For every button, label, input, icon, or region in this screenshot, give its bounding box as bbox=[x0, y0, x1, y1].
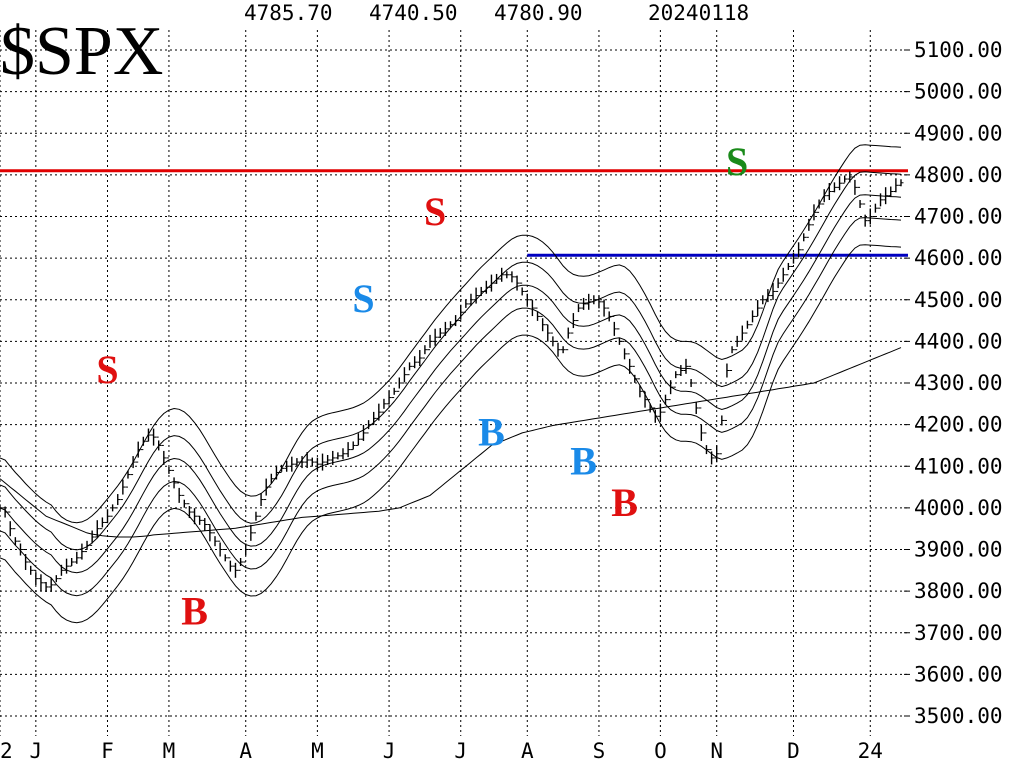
band-inner-lower bbox=[0, 217, 902, 597]
signal-b: B bbox=[181, 588, 208, 633]
y-tick-label: 3700.00 bbox=[914, 621, 1003, 645]
band-outer-lower bbox=[0, 244, 902, 624]
y-tick-label: 5100.00 bbox=[914, 38, 1003, 62]
y-tick-label: 4400.00 bbox=[914, 329, 1003, 353]
signal-b: B bbox=[570, 439, 597, 484]
x-tick-label: N bbox=[710, 739, 723, 761]
y-tick-label: 4800.00 bbox=[914, 163, 1003, 187]
x-tick-label: J bbox=[454, 739, 467, 761]
signal-b: B bbox=[611, 480, 638, 525]
series bbox=[0, 171, 904, 592]
y-tick-label: 4900.00 bbox=[914, 121, 1003, 145]
x-tick-label: M bbox=[163, 739, 176, 761]
reference-lines bbox=[0, 169, 908, 257]
header-close: 4780.90 bbox=[494, 1, 583, 25]
signal-s: S bbox=[726, 139, 748, 184]
x-tick-label: M bbox=[311, 739, 324, 761]
x-tick-label: D bbox=[787, 739, 800, 761]
y-tick-label: 4100.00 bbox=[914, 454, 1003, 478]
x-tick-label: 22 bbox=[0, 739, 13, 761]
band-center bbox=[0, 194, 902, 574]
x-tick-label: J bbox=[30, 739, 43, 761]
y-tick-label: 4000.00 bbox=[914, 496, 1003, 520]
y-tick-label: 3800.00 bbox=[914, 579, 1003, 603]
x-tick-label: O bbox=[654, 739, 667, 761]
signal-s: S bbox=[424, 189, 446, 234]
x-tick-label: A bbox=[239, 739, 252, 761]
y-tick-label: 3600.00 bbox=[914, 662, 1003, 686]
y-tick-label: 4300.00 bbox=[914, 371, 1003, 395]
x-tick-label: 24 bbox=[858, 739, 883, 761]
signal-s: S bbox=[352, 276, 374, 321]
y-tick-label: 4200.00 bbox=[914, 413, 1003, 437]
signal-s: S bbox=[96, 347, 118, 392]
y-tick-label: 5000.00 bbox=[914, 80, 1003, 104]
moving-average-line bbox=[0, 347, 902, 538]
chart-title: $SPX bbox=[0, 13, 163, 90]
gridlines bbox=[0, 30, 910, 736]
band-outer-upper bbox=[0, 144, 902, 524]
header-date: 20240118 bbox=[648, 1, 749, 25]
price-bars bbox=[0, 171, 904, 592]
y-tick-label: 3500.00 bbox=[914, 704, 1003, 728]
y-tick-label: 4500.00 bbox=[914, 288, 1003, 312]
x-tick-label: A bbox=[521, 739, 534, 761]
header-low: 4740.50 bbox=[369, 1, 458, 25]
signal-b: B bbox=[478, 409, 505, 454]
x-tick-label: J bbox=[383, 739, 396, 761]
y-tick-label: 4600.00 bbox=[914, 246, 1003, 270]
x-axis-ticks: 22 J F M A M J J A S O N D 24 bbox=[0, 739, 883, 761]
x-tick-label: S bbox=[593, 739, 606, 761]
y-tick-label: 4700.00 bbox=[914, 205, 1003, 229]
x-tick-label: F bbox=[101, 739, 114, 761]
header-high: 4785.70 bbox=[244, 1, 333, 25]
y-axis-ticks: 5100.00 5000.00 4900.00 4800.00 4700.00 4600.… bbox=[914, 38, 1003, 728]
y-tick-label: 3900.00 bbox=[914, 538, 1003, 562]
band-inner-upper bbox=[0, 171, 902, 551]
